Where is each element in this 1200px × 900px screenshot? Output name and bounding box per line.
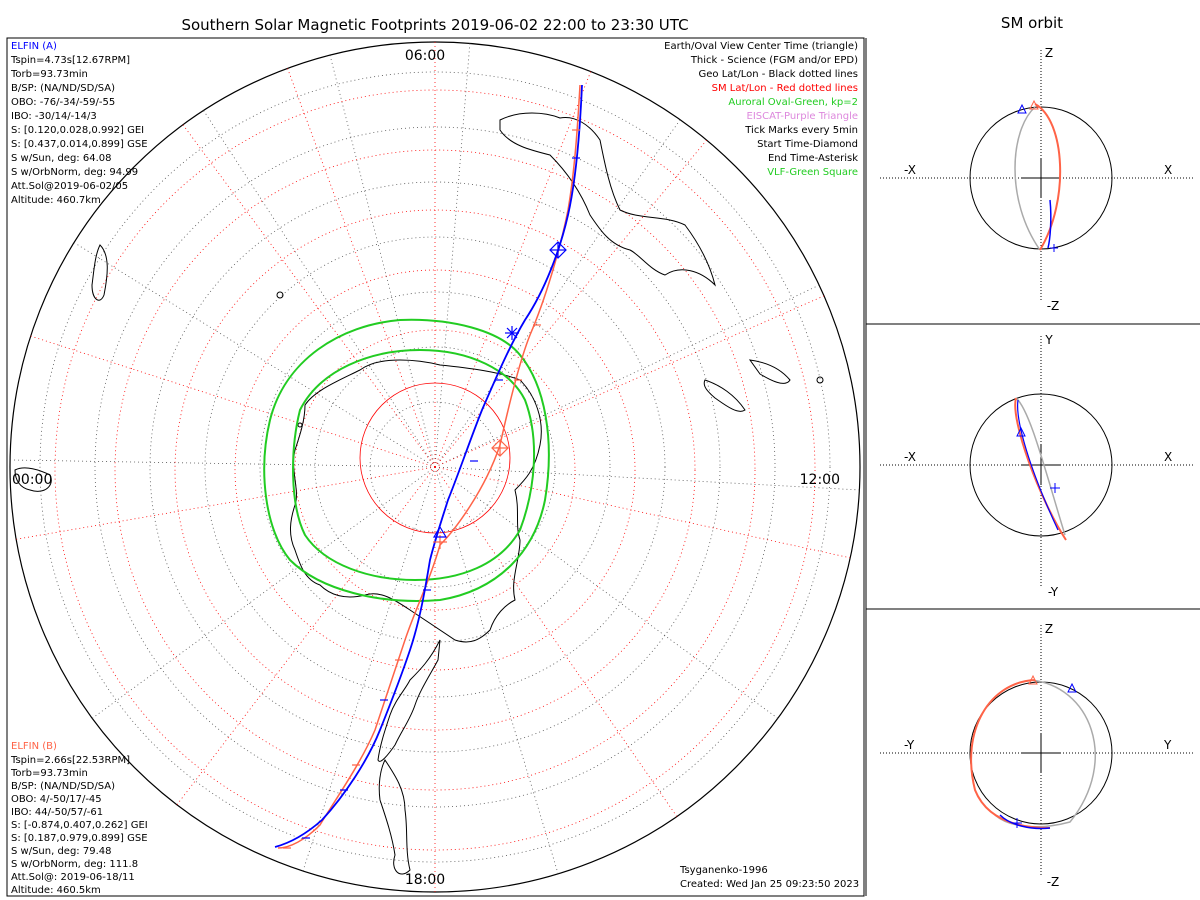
panel-3-left: -Y [904,738,915,752]
panel-2-left: -X [904,450,916,464]
panel-1-bottom: -Z [1047,299,1060,313]
map-frame [6,37,865,897]
auroral-oval-outer [263,318,550,602]
panel-2-gray-track [1015,397,1066,536]
coastlines [14,112,824,875]
figure-title: Southern Solar Magnetic Footprints 2019-… [181,16,688,34]
elfin-b-track [277,84,581,849]
elfin-a-center-triangle [432,525,448,538]
elfin-b-line: Tspin=2.66s[22.53RPM] [10,755,130,766]
elfin-a-line: Torb=93.73min [10,69,88,80]
panel-1-top: Z [1045,46,1053,60]
legend-entry: End Time-Asterisk [768,153,858,164]
sm-meridians [11,42,860,892]
panel-2-right: X [1164,450,1172,464]
orbit-title: SM orbit [1001,14,1063,32]
legend-entry: Auroral Oval-Green, kp=2 [728,97,858,108]
auroral-oval-inner [292,348,536,582]
legend-entry: Thick - Science (FGM and/or EPD) [690,55,858,66]
elfin-a-line: OBO: -76/-34/-59/-55 [11,97,115,108]
elfin-b-line: Torb=93.73min [10,768,88,779]
map-content [9,41,861,893]
elfin-a-name: ELFIN (A) [11,41,57,52]
elfin-b-name: ELFIN (B) [11,741,57,752]
time-label-right: 12:00 [800,472,840,488]
elfin-a-line: Att.Sol@2019-06-02/05 [11,181,128,192]
orbit-panel-yz: Z -Z -Y Y [880,622,1195,889]
panel-2-top: Y [1044,333,1053,347]
elfin-b-line: S w/Sun, deg: 79.48 [11,846,111,857]
legend-entry: Geo Lat/Lon - Black dotted lines [699,69,858,80]
footer-created: Created: Wed Jan 25 09:23:50 2023 [680,879,859,890]
elfin-a-line: Altitude: 460.7km [11,195,101,206]
elfin-a-info: ELFIN (A) Tspin=4.73s[12.67RPM] Torb=93.… [10,41,148,206]
panel-3-red-track [970,679,1051,829]
elfin-b-line: S: [-0.874,0.407,0.262] GEI [11,820,148,831]
elfin-b-line: B/SP: (NA/ND/SD/SA) [11,781,115,792]
elfin-b-info: ELFIN (B) Tspin=2.66s[22.53RPM] Torb=93.… [10,741,148,896]
elfin-b-line: Altitude: 460.5km [11,885,101,896]
time-label-bottom: 18:00 [405,872,445,888]
panel-3-blue-track [999,814,1051,830]
panel-2-blue-track [1017,399,1059,531]
orbit-panel-xz: Z -Z -X X [880,46,1195,313]
footer-model: Tsyganenko-1996 [679,865,768,876]
elfin-a-line: S w/OrbNorm, deg: 94.99 [11,167,138,178]
panel-1-gray-track [1014,106,1041,251]
elfin-b-line: S: [0.187,0.979,0.899] GSE [11,833,148,844]
panel-1-red-track [1034,103,1062,251]
legend-entry: Earth/Oval View Center Time (triangle) [664,41,858,52]
panel-1-right: X [1164,163,1172,177]
panel-1-left: -X [904,163,916,177]
legend-entry: Tick Marks every 5min [744,125,858,136]
orbit-panel-xy: Y -Y -X X [880,333,1195,599]
panel-2-red-track [1014,397,1067,541]
panel-3-right: Y [1163,738,1172,752]
elfin-a-line: B/SP: (NA/ND/SD/SA) [11,83,115,94]
legend-entry: Start Time-Diamond [757,139,858,150]
auroral-ovals [263,318,550,602]
panel-1-blue-track [1047,199,1052,249]
elfin-b-line: Att.Sol@: 2019-06-18/11 [11,872,135,883]
elfin-a-line: S w/Sun, deg: 64.08 [11,153,111,164]
legend: Earth/Oval View Center Time (triangle) T… [664,41,858,178]
panel-2-bottom: -Y [1048,585,1059,599]
elfin-a-line: S: [0.120,0.028,0.992] GEI [11,125,144,136]
elfin-a-line: Tspin=4.73s[12.67RPM] [10,55,130,66]
legend-entry: VLF-Green Square [767,167,858,178]
track-markers [283,129,580,849]
elfin-b-line: S w/OrbNorm, deg: 111.8 [11,859,138,870]
time-label-top: 06:00 [405,48,445,64]
time-label-left: 00:00 [12,472,52,488]
elfin-b-line: IBO: 44/-50/57/-61 [11,807,103,818]
elfin-a-line: S: [0.437,0.014,0.899] GSE [11,139,148,150]
legend-entry: EISCAT-Purple Triangle [747,111,859,122]
elfin-b-line: OBO: 4/-50/17/-45 [11,794,102,805]
elfin-a-line: IBO: -30/14/-14/3 [11,111,97,122]
elfin-a-track [274,84,583,848]
panel-3-bottom: -Z [1047,875,1060,889]
geo-meridians [11,42,860,881]
legend-entry: SM Lat/Lon - Red dotted lines [712,83,858,94]
panel-3-top: Z [1045,622,1053,636]
sm-lat-circles [54,89,816,851]
geo-lat-circles [39,71,831,863]
elfin-a-end-asterisk [505,326,519,340]
